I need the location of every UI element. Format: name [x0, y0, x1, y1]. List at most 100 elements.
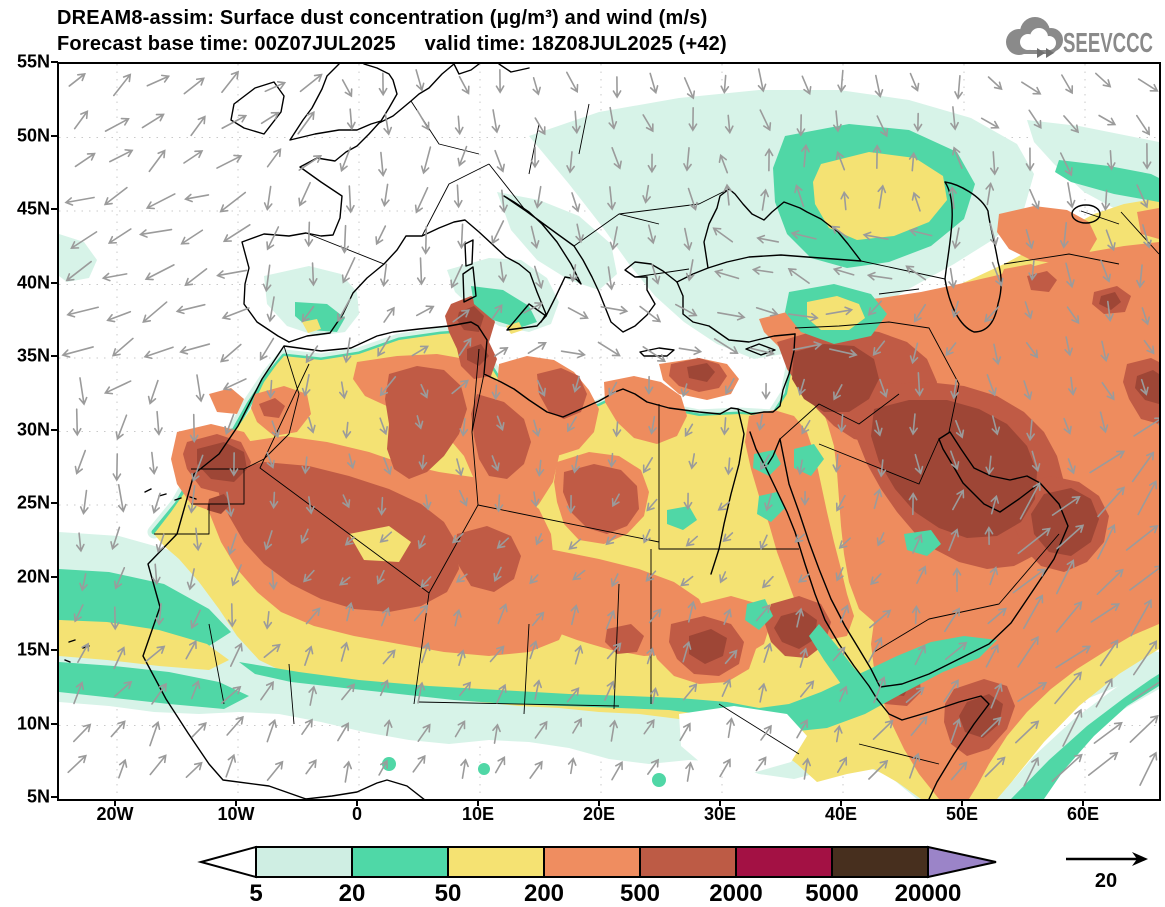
y-axis-label: 5N: [6, 787, 50, 808]
wind-arrow-icon: [111, 336, 135, 359]
x-axis-tick: [961, 799, 963, 806]
wind-arrow-icon: [762, 384, 769, 399]
wind-arrow-icon: [567, 758, 577, 774]
wind-arrow-icon: [215, 153, 242, 172]
wind-arrow-icon: [721, 75, 730, 93]
y-axis-tick: [51, 282, 58, 284]
wind-arrow-icon: [415, 303, 435, 318]
wind-arrow-icon: [67, 71, 87, 89]
wind-arrow-icon: [459, 759, 469, 778]
wind-arrow-icon: [490, 109, 501, 132]
wind-arrow-icon: [153, 411, 162, 434]
wind-arrow-icon: [66, 753, 89, 775]
wind-arrow-icon: [420, 146, 434, 174]
wind-arrow-icon: [217, 267, 247, 279]
wind-arrow-icon: [185, 191, 209, 202]
wind-arrow-icon: [1137, 751, 1159, 786]
x-axis-tick: [1082, 799, 1084, 806]
x-axis-tick: [477, 799, 479, 806]
wind-arrow-icon: [146, 73, 170, 89]
colorbar-segment: [544, 847, 640, 877]
wind-arrow-icon: [297, 181, 314, 207]
colorbar-label: 50: [435, 880, 462, 905]
wind-arrow-icon: [295, 110, 317, 136]
wind-arrow-icon: [141, 299, 169, 324]
wind-arrow-icon: [107, 226, 132, 246]
wind-arrow-icon: [641, 344, 667, 364]
y-axis-label: 10N: [6, 713, 50, 734]
wind-arrow-icon: [414, 109, 431, 131]
wind-arrow-icon: [219, 342, 243, 364]
wind-arrow-icon: [1059, 73, 1076, 94]
wind-arrow-icon: [417, 258, 425, 284]
wind-arrow-icon: [65, 194, 94, 206]
wind-arrow-icon: [527, 760, 545, 780]
wind-arrow-icon: [1087, 750, 1120, 778]
wind-arrow-icon: [496, 70, 503, 92]
y-axis-tick: [51, 208, 58, 210]
weather-map-page: { "title": { "line1": "DREAM8-assim: Sur…: [0, 0, 1165, 907]
wind-arrow-icon: [188, 114, 208, 137]
wind-arrow-icon: [410, 754, 427, 774]
x-axis-tick: [114, 799, 116, 806]
wind-arrow-icon: [872, 75, 883, 97]
wind-arrow-icon: [183, 266, 208, 288]
wind-arrow-icon: [679, 345, 701, 355]
wind-arrow-icon: [222, 222, 251, 245]
seevccc-logo: SEEVCCC: [997, 12, 1157, 64]
wind-arrow-icon: [106, 308, 131, 323]
wind-arrow-icon: [564, 71, 581, 94]
colorbar-segment: [832, 847, 928, 877]
wind-arrow-icon: [303, 758, 319, 775]
x-axis-tick: [598, 799, 600, 806]
wind-arrow-icon: [381, 184, 391, 206]
wind-arrow-icon: [907, 72, 921, 92]
x-axis-label: 60E: [1067, 804, 1099, 825]
colorbar-label: 20: [339, 880, 366, 905]
wind-arrow-icon: [1064, 182, 1075, 207]
wind-arrow-icon: [299, 718, 315, 737]
wind-arrow-icon: [986, 74, 1004, 91]
wind-arrow-icon: [144, 262, 175, 283]
wind-arrow-icon: [193, 374, 204, 401]
dust-concentration-map: [59, 64, 1159, 799]
y-axis-label: 55N: [6, 52, 50, 73]
wind-arrow-icon: [180, 341, 211, 356]
wind-arrow-icon: [182, 148, 204, 166]
wind-arrow-icon: [73, 151, 96, 170]
colorbar-segment: [928, 847, 996, 877]
logo-text: SEEVCCC: [1063, 27, 1153, 58]
wind-arrow-icon: [454, 185, 462, 207]
wind-arrow-icon: [223, 376, 248, 393]
wind-arrow-icon: [184, 760, 204, 780]
wind-arrow-icon: [67, 304, 99, 318]
x-axis-label: 20E: [583, 804, 615, 825]
y-axis-tick: [51, 135, 58, 137]
wind-arrow-icon: [148, 753, 169, 777]
wind-arrow-icon: [113, 454, 121, 480]
wind-arrow-icon: [298, 72, 324, 94]
map-frame: [57, 62, 1161, 801]
colorbar-segment: [736, 847, 832, 877]
x-axis-label: 10E: [462, 804, 494, 825]
wind-arrow-icon: [147, 379, 162, 404]
wind-arrow-icon: [104, 378, 132, 396]
wind-arrow-icon: [597, 339, 622, 358]
colorbar-segment: [352, 847, 448, 877]
wind-arrow-icon: [146, 191, 177, 211]
x-axis-label: 40E: [825, 804, 857, 825]
y-axis-tick: [51, 796, 58, 798]
wind-arrow-icon: [347, 109, 356, 129]
colorbar-label: 5: [249, 880, 262, 905]
y-axis-label: 30N: [6, 419, 50, 440]
wind-arrow-icon: [147, 721, 162, 747]
wind-arrow-icon: [80, 490, 90, 514]
colorbar: 520502005002000500020000: [193, 843, 1008, 905]
wind-arrow-icon: [258, 337, 277, 362]
wind-arrow-icon: [342, 761, 352, 782]
colorbar-label: 2000: [709, 880, 762, 905]
wind-arrow-icon: [341, 226, 349, 253]
wind-arrow-icon: [73, 409, 81, 435]
y-axis-label: 15N: [6, 640, 50, 661]
wind-arrow-icon: [340, 256, 358, 283]
